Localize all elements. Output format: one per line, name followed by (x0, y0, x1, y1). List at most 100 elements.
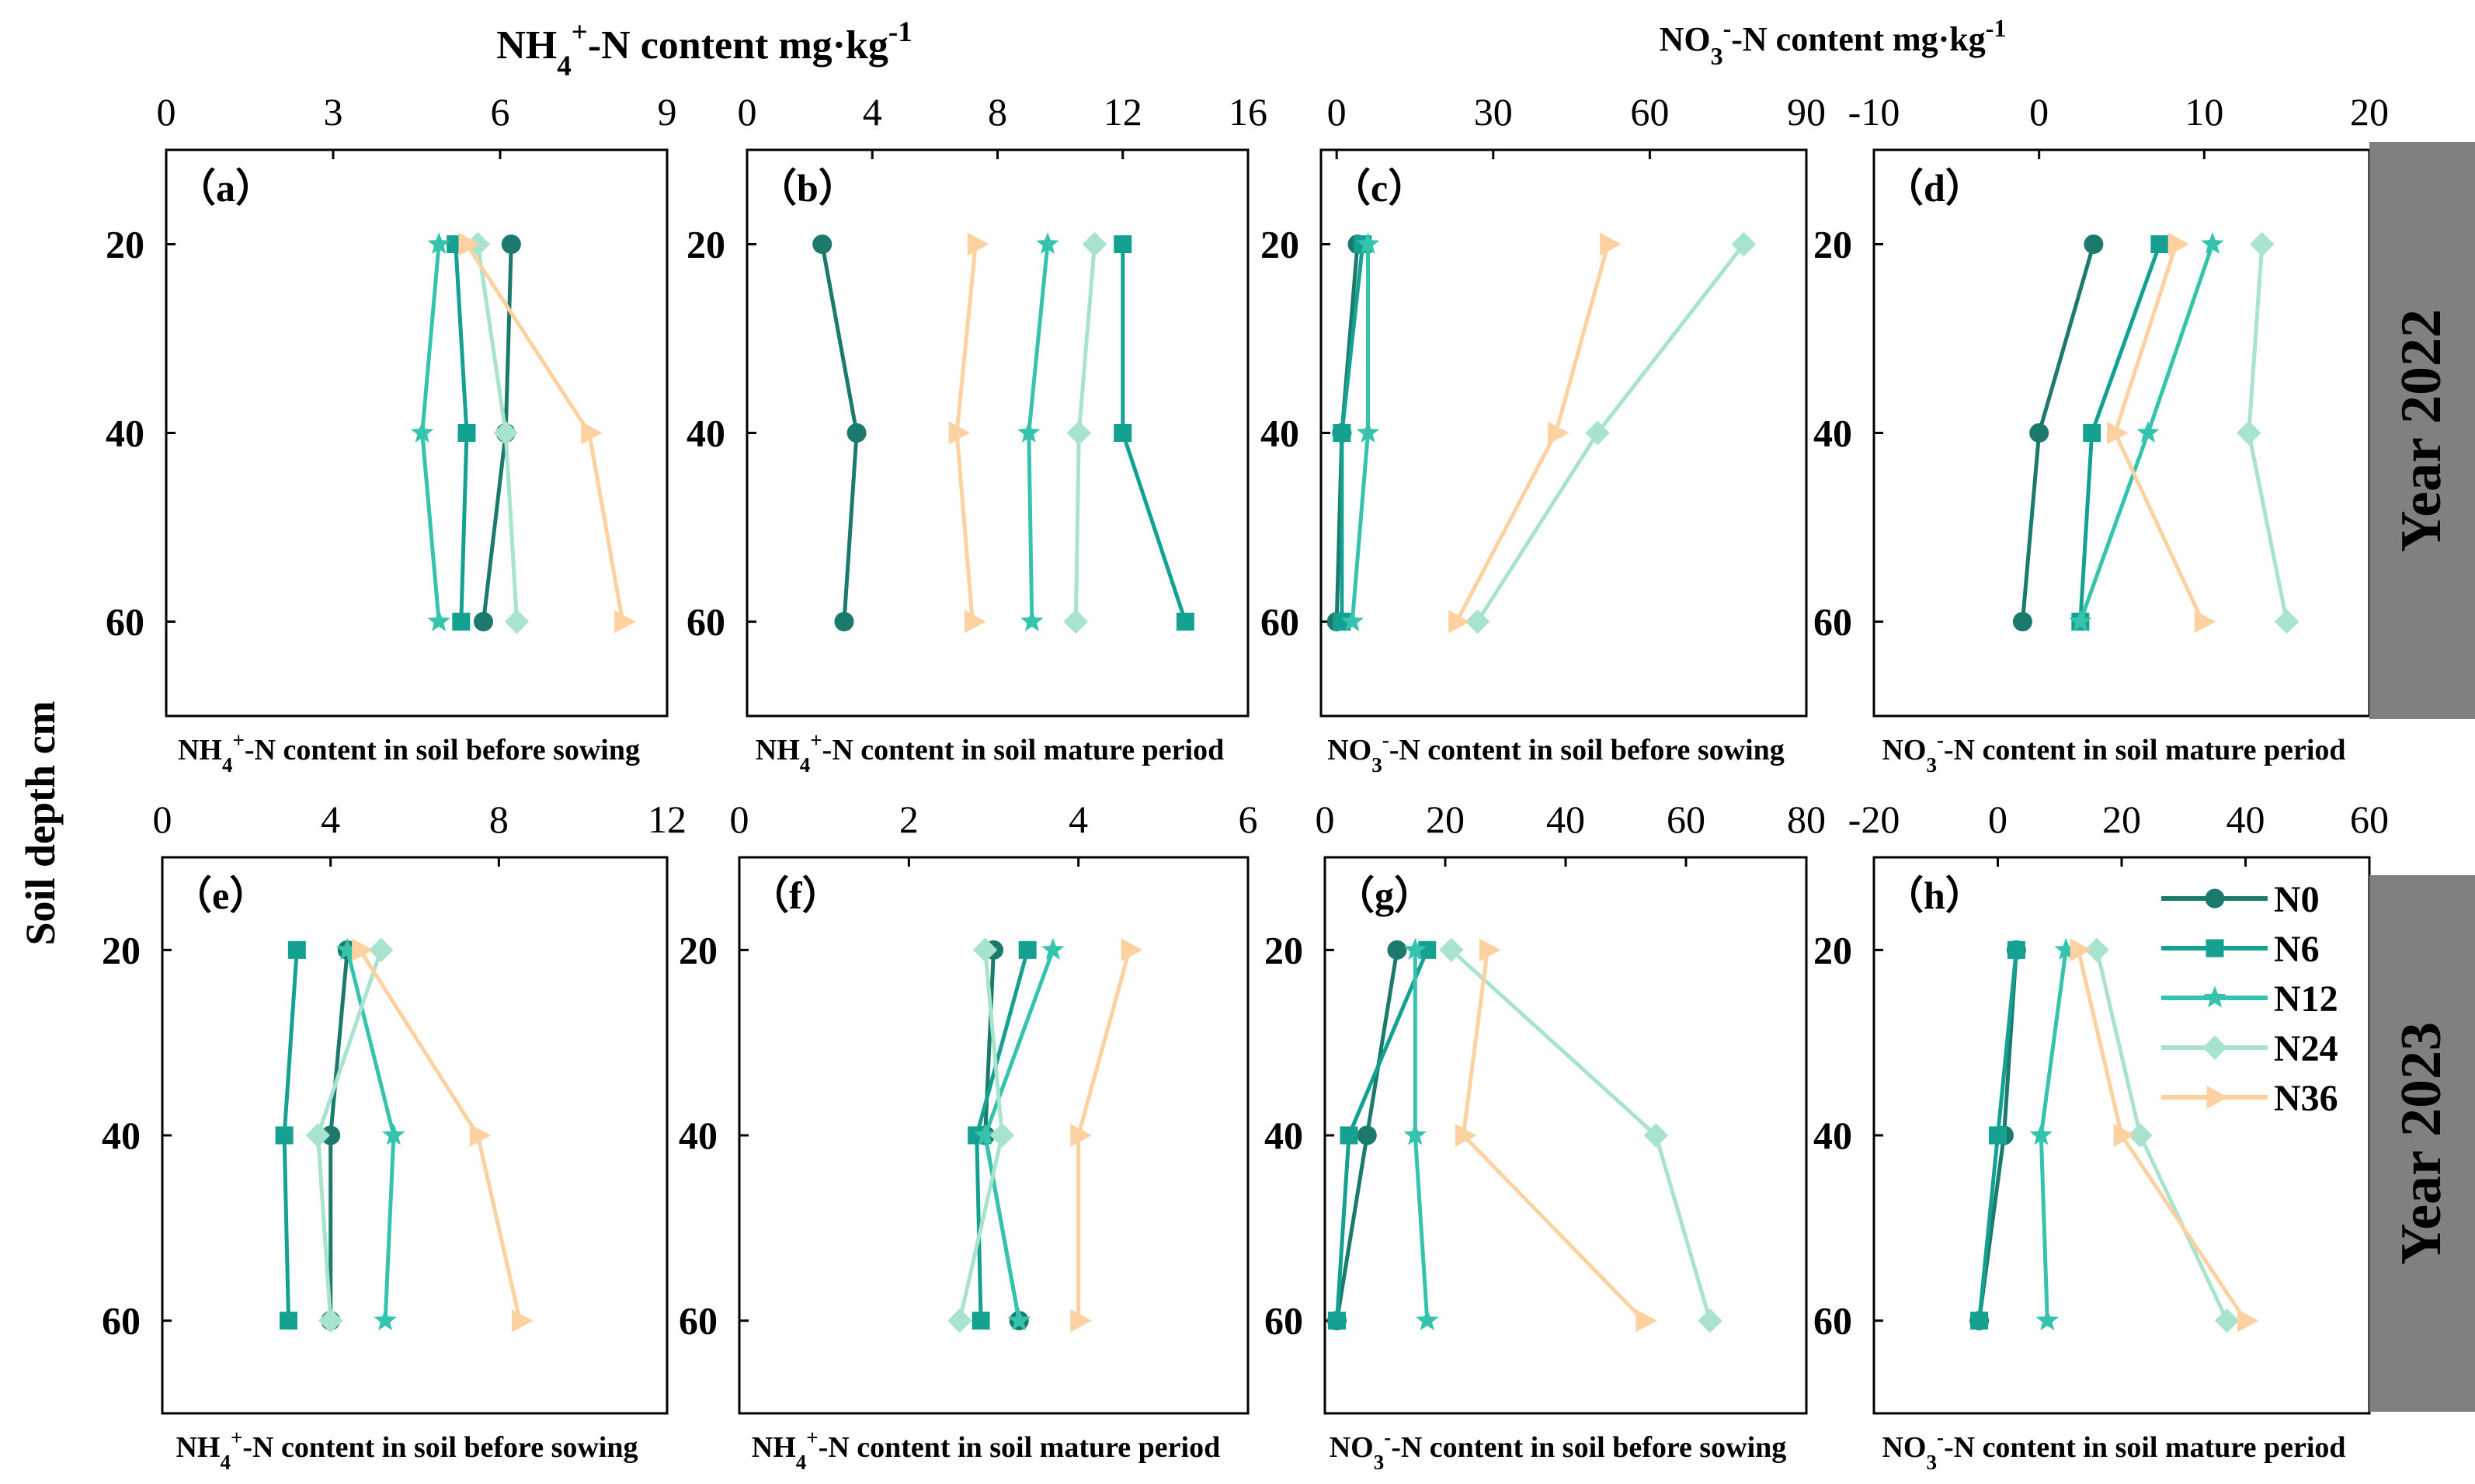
series-n6 (1114, 235, 1194, 631)
data-point-n24 (1066, 420, 1092, 446)
data-point-n6 (1989, 1126, 2007, 1145)
data-point-n12 (1403, 1123, 1427, 1145)
legend-marker-n12 (2203, 985, 2226, 1008)
x-tick-label: 20 (2350, 90, 2389, 134)
x-tick-label: 0 (730, 798, 749, 841)
y-tick-label: 60 (1813, 600, 1852, 644)
y-tick-label: 20 (106, 223, 144, 266)
data-point-n12 (1416, 1308, 1439, 1331)
data-point-n6 (2083, 424, 2101, 442)
series-n24 (1063, 231, 1107, 634)
x-tick-label: 40 (2226, 798, 2265, 841)
series-n6 (447, 235, 476, 631)
data-point-n24 (989, 1123, 1015, 1148)
y-tick-label: 40 (106, 412, 144, 455)
x-tick-label: 12 (1104, 90, 1142, 134)
x-tick-label: 12 (648, 798, 687, 841)
x-tick-label: 20 (1426, 798, 1465, 841)
panel-label: （c） (1332, 166, 1427, 210)
data-point-n36 (2194, 610, 2216, 634)
data-point-n36 (967, 232, 989, 256)
panel-label: （g） (1336, 874, 1433, 917)
data-point-n36 (964, 610, 986, 634)
data-point-n36 (1070, 1124, 1092, 1147)
data-point-n36 (2167, 232, 2190, 256)
x-tick-label: 6 (1239, 798, 1258, 841)
y-axis-label: Soil depth cm (17, 700, 64, 945)
x-tick-label: 60 (1667, 798, 1705, 841)
x-tick-label: 0 (1988, 798, 2007, 841)
data-point-n12 (2069, 610, 2092, 631)
series-n36 (2107, 232, 2216, 634)
data-point-n0 (474, 612, 493, 631)
legend-entry-n6: N6 (2161, 929, 2320, 970)
series-n0 (2012, 235, 2104, 631)
data-point-n24 (2084, 937, 2109, 963)
data-point-n0 (1357, 1125, 1377, 1145)
data-point-n36 (2237, 1308, 2259, 1333)
legend-entry-n12: N12 (2161, 978, 2338, 1020)
series-n6 (275, 940, 306, 1330)
series-n6 (1970, 940, 2025, 1330)
data-point-n12 (1020, 610, 1044, 631)
data-point-n24 (1585, 420, 1610, 446)
panel-a: 0 3 6 9 20 40 60 （a） NH4+-N content in soil befo… (106, 90, 677, 777)
y-tick-label: 40 (1260, 412, 1299, 455)
series-line-n24 (1476, 242, 1746, 623)
y-tick-label: 20 (1813, 223, 1852, 266)
data-point-n12 (1036, 232, 1059, 254)
data-point-n0 (501, 235, 521, 254)
data-point-n24 (1643, 1123, 1669, 1148)
x-tick-label: 0 (1327, 90, 1347, 134)
legend-label: N24 (2274, 1028, 2338, 1069)
panel-title: NO3--N content in soil before sowing (1327, 728, 1785, 777)
y-tick-label: 20 (679, 928, 718, 971)
series-n12 (335, 937, 405, 1331)
data-point-n24 (1063, 609, 1089, 634)
series-line-n36 (358, 948, 522, 1322)
series-n12 (1017, 232, 1059, 631)
x-tick-label: 3 (324, 90, 343, 134)
series-n24 (1439, 937, 1722, 1333)
x-tick-label: 4 (863, 90, 882, 134)
data-point-n24 (972, 937, 998, 963)
series-n24 (305, 937, 394, 1333)
x-tick-label: 40 (1546, 798, 1585, 841)
data-point-n24 (2250, 231, 2275, 257)
year-label: Year 2022 (2390, 309, 2453, 552)
series-n24 (2237, 231, 2299, 634)
panel-label: （h） (1885, 874, 1984, 917)
panel-e: 0 4 8 12 20 40 60 （e） NH4+-N content in soil bef… (102, 798, 687, 1474)
x-tick-label: 4 (1069, 798, 1088, 841)
data-point-n24 (318, 1308, 343, 1333)
x-tick-label: -20 (1848, 798, 1900, 841)
legend-label: N12 (2274, 978, 2338, 1020)
legend-entry-n24: N24 (2161, 1028, 2338, 1069)
y-tick-label: 20 (1813, 928, 1852, 971)
y-tick-label: 60 (106, 600, 144, 644)
x-tick-label: 0 (157, 90, 176, 134)
panel-title: NO3--N content in soil mature period (1882, 1426, 2345, 1474)
data-point-n12 (1017, 421, 1041, 443)
y-tick-label: 60 (679, 1299, 718, 1343)
data-point-n24 (1698, 1308, 1722, 1333)
data-point-n6 (1328, 1312, 1346, 1330)
y-tick-label: 20 (102, 928, 141, 971)
data-point-n24 (1439, 937, 1464, 963)
x-tick-label: 4 (321, 798, 340, 841)
data-point-n6 (972, 1312, 990, 1330)
data-point-n36 (581, 421, 603, 445)
data-point-n36 (1070, 1308, 1092, 1333)
data-point-n24 (1731, 231, 1757, 257)
data-point-n36 (2113, 1124, 2136, 1147)
y-tick-label: 20 (687, 223, 725, 266)
data-point-n12 (2035, 1308, 2059, 1331)
y-tick-label: 40 (1264, 1114, 1303, 1157)
panel-title: NH4+-N content in soil before sowing (176, 1426, 638, 1474)
legend-entry-n36: N36 (2161, 1078, 2338, 1119)
data-point-n6 (1176, 613, 1194, 631)
data-point-n24 (305, 1123, 331, 1148)
data-point-n6 (280, 1312, 297, 1330)
data-point-n0 (846, 423, 867, 443)
